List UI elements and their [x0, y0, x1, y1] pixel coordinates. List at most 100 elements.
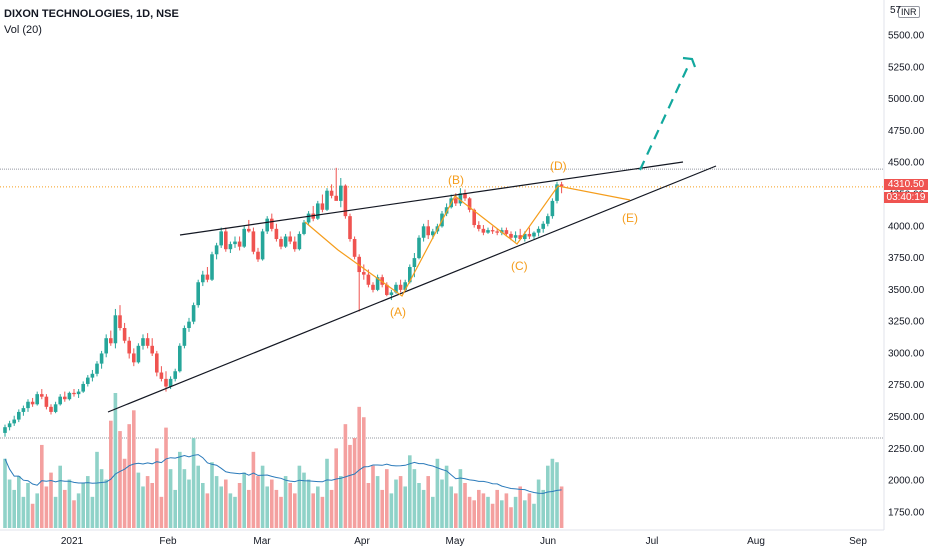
x-tick-label: 2021: [61, 536, 84, 547]
volume-bar: [472, 500, 476, 528]
candle-body: [559, 184, 564, 187]
volume-bar: [431, 496, 435, 528]
candle-body: [109, 338, 113, 344]
candle-body: [164, 378, 168, 387]
currency-badge[interactable]: INR: [898, 6, 920, 18]
volume-bar: [155, 448, 159, 528]
candle-body: [49, 406, 53, 412]
candle-body: [26, 401, 30, 409]
volume-bar: [44, 486, 49, 528]
volume-bar: [444, 465, 449, 528]
y-tick-label: 2250.00: [888, 444, 925, 455]
candle-body: [201, 274, 205, 283]
candle-body: [463, 193, 467, 199]
x-tick-label: Feb: [159, 536, 177, 547]
candle-body: [214, 245, 219, 255]
x-tick-label: May: [446, 536, 465, 547]
volume-bar: [242, 472, 246, 528]
candle-body: [168, 378, 173, 387]
volume-bar: [81, 483, 85, 528]
volume-bar: [279, 496, 283, 528]
volume-bar: [256, 476, 260, 528]
volume-bar: [95, 451, 99, 528]
volume-indicator-label[interactable]: Vol (20): [4, 24, 42, 36]
volume-bar: [293, 493, 297, 528]
candle-body: [412, 258, 417, 267]
y-tick-label: 3500.00: [888, 285, 925, 296]
volume-bar: [325, 458, 329, 528]
elliott-wave-path: [304, 185, 631, 297]
drawings[interactable]: [107, 56, 717, 413]
volume-bar: [21, 496, 26, 528]
candle-body: [90, 373, 95, 378]
candle-body: [481, 228, 486, 233]
volume-bar: [532, 503, 536, 528]
volume-bar: [159, 496, 164, 528]
candle-body: [302, 222, 306, 234]
volume-bar: [104, 479, 108, 528]
volume-bar: [421, 489, 426, 528]
volume-bar: [412, 469, 417, 528]
candle-body: [518, 235, 522, 240]
candle-body: [44, 396, 49, 407]
volume-bar: [210, 462, 214, 528]
volume-bar: [449, 486, 453, 528]
volume-bar: [509, 507, 513, 528]
volume-bar: [72, 500, 76, 528]
candle-body: [316, 203, 320, 219]
bar-countdown-badge: 03:40:19: [884, 191, 928, 203]
candle-body: [7, 423, 12, 428]
candle-body: [431, 231, 435, 236]
candle-body: [205, 274, 210, 280]
wave-labels: (A) (B) (C) (D) (E): [390, 159, 638, 319]
candle-body: [210, 254, 214, 280]
candle-body: [472, 209, 476, 226]
volume-bar: [145, 476, 150, 528]
volume-bar: [237, 483, 242, 528]
candle-body: [389, 292, 394, 295]
volume-bar: [150, 483, 154, 528]
candle-body: [320, 203, 325, 210]
candle-body: [155, 353, 159, 373]
candle-body: [104, 338, 108, 354]
wave-label-c: (C): [511, 259, 528, 273]
volume-bar: [35, 493, 39, 528]
y-tick-label: 1750.00: [888, 507, 925, 518]
volume-bar: [555, 462, 559, 528]
candle-body: [99, 353, 104, 364]
candle-body: [187, 321, 191, 329]
volume-bar: [394, 479, 398, 528]
candle-body: [500, 230, 504, 233]
candle-body: [53, 404, 58, 412]
candle-body: [81, 383, 85, 392]
volume-bar: [380, 489, 384, 528]
volume-bar: [247, 489, 251, 528]
candle-body: [325, 190, 329, 210]
candle-body: [122, 328, 127, 341]
candle-body: [403, 282, 407, 290]
volume-bar: [389, 493, 394, 528]
candle-body: [421, 226, 426, 238]
candle-body: [334, 195, 338, 201]
candle-body: [247, 228, 251, 232]
candle-body: [426, 226, 430, 236]
candle-body: [150, 345, 154, 354]
candle-body: [288, 236, 292, 242]
volume-bar: [481, 493, 486, 528]
candle-body: [490, 230, 495, 232]
wave-label-b: (B): [448, 173, 464, 187]
y-tick-label: 3750.00: [888, 253, 925, 264]
volume-bar: [357, 406, 361, 528]
candle-body: [228, 244, 233, 250]
volume-bar: [67, 479, 72, 528]
candle-body: [76, 391, 81, 395]
y-tick-label-top: 57: [890, 5, 902, 16]
volume-bar: [504, 493, 509, 528]
candle-body: [233, 241, 237, 245]
volume-bar: [127, 424, 131, 528]
volume-bar: [224, 479, 228, 528]
candle-body: [532, 232, 536, 237]
volume-bar: [513, 496, 518, 528]
volume-bar: [109, 420, 113, 528]
